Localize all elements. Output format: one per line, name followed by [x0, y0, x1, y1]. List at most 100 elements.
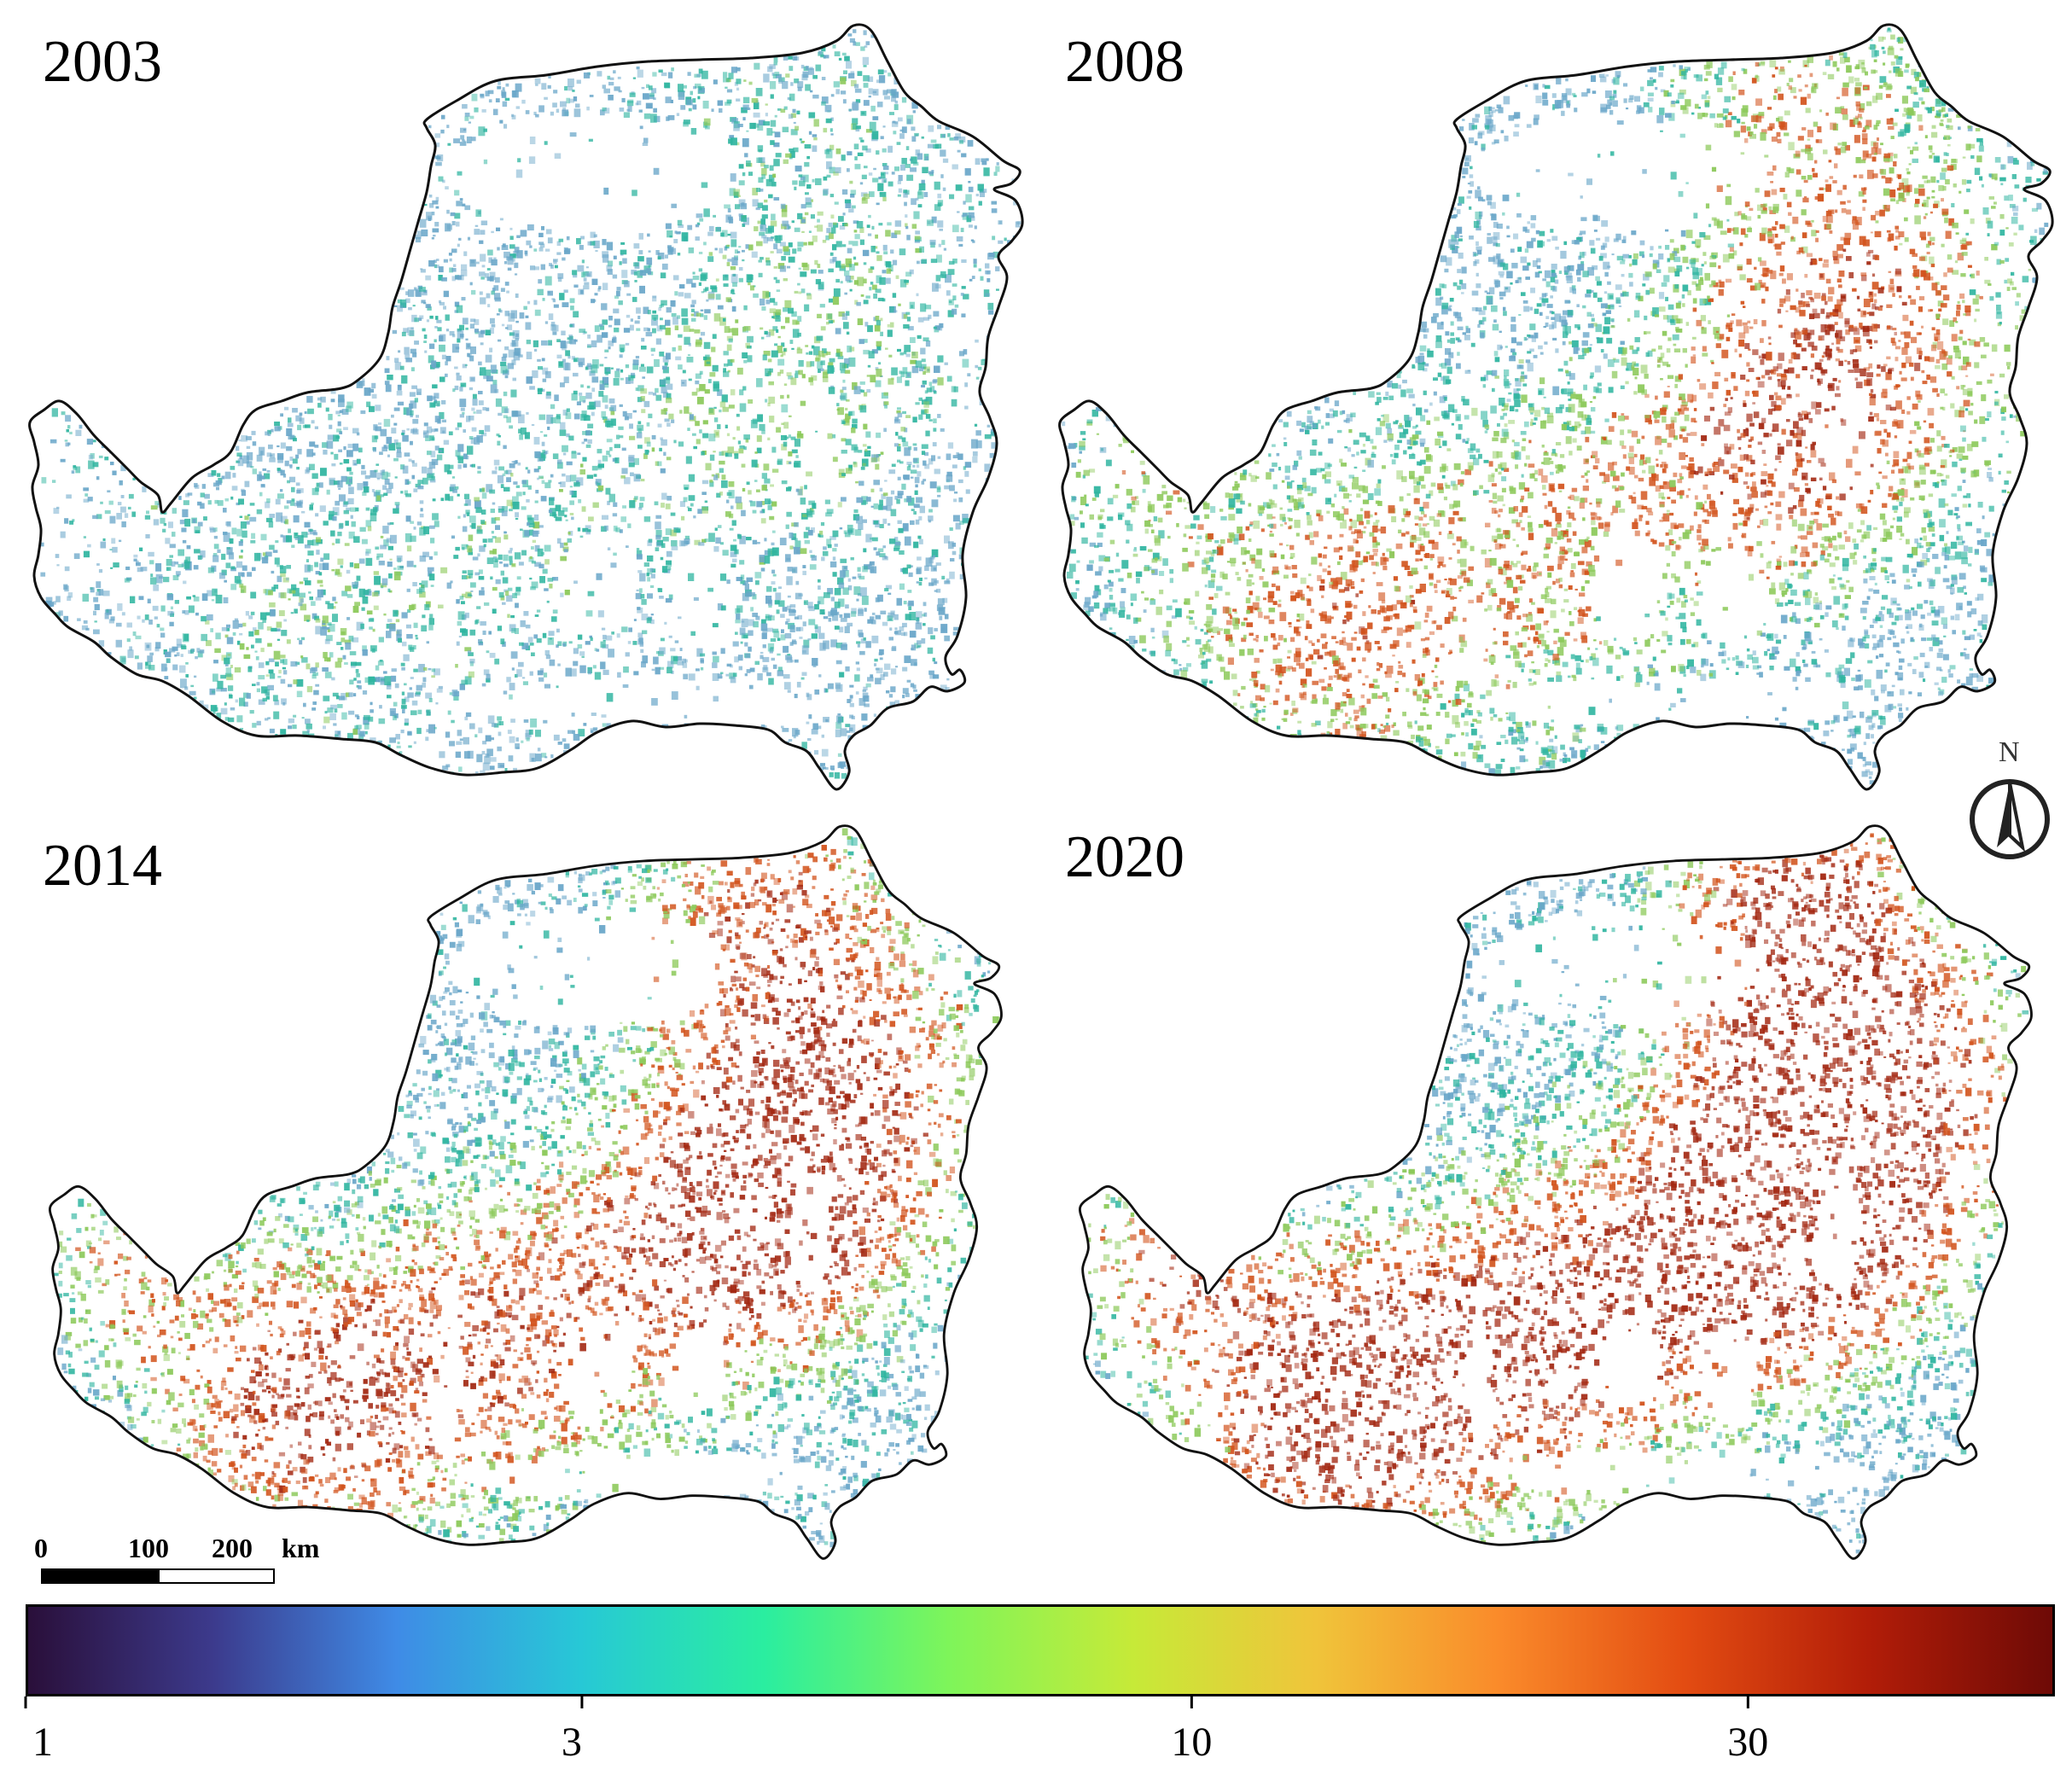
map-pixel: [841, 438, 847, 442]
map-pixel: [819, 643, 826, 651]
map-pixel: [568, 641, 573, 644]
map-pixel: [942, 597, 948, 603]
map-pixel: [727, 370, 730, 373]
map-pixel: [406, 634, 413, 639]
map-pixel: [381, 578, 388, 585]
map-pixel: [606, 368, 610, 372]
map-pixel: [375, 490, 381, 498]
map-pixel: [701, 492, 707, 495]
map-pixel: [215, 594, 223, 604]
map-pixel: [149, 560, 154, 565]
map-pixel: [220, 688, 227, 692]
map-pixel: [132, 631, 137, 637]
map-pixel: [267, 434, 271, 436]
map-pixel: [512, 329, 520, 339]
map-pixel: [555, 416, 561, 424]
map-pixel: [476, 754, 483, 763]
map-pixel: [734, 549, 739, 555]
map-pixel: [794, 547, 800, 555]
map-pixel: [566, 461, 573, 466]
map-pixel: [362, 378, 365, 381]
map-pixel: [461, 544, 468, 550]
map-pixel: [238, 572, 245, 577]
map-pixel: [490, 509, 495, 514]
map-pixel: [847, 345, 853, 352]
map-pixel: [829, 194, 835, 198]
map-pixel: [861, 112, 865, 115]
map-pixel: [762, 656, 770, 662]
map-pixel: [946, 678, 950, 681]
map-pixel: [474, 331, 479, 335]
map-pixel: [770, 638, 777, 642]
map-pixel: [890, 490, 895, 495]
map-pixel: [738, 164, 744, 169]
map-pixel: [730, 274, 738, 283]
map-pixel: [690, 308, 695, 312]
map-pixel: [397, 565, 404, 571]
map-pixel: [55, 554, 60, 558]
map-pixel: [491, 259, 498, 266]
map-pixel: [515, 410, 521, 416]
map-pixel: [544, 684, 550, 689]
map-pixel: [713, 546, 719, 552]
map-pixel: [933, 418, 937, 423]
map-pixel: [904, 536, 911, 546]
map-pixel: [533, 340, 538, 347]
map-pixel: [500, 638, 505, 644]
map-pixel: [166, 567, 172, 571]
map-pixel: [648, 538, 653, 543]
map-pixel: [294, 503, 298, 507]
map-pixel: [844, 626, 850, 633]
map-pixel: [465, 327, 469, 330]
map-pixel: [863, 423, 868, 430]
map-pixel: [484, 602, 490, 606]
map-pixel: [947, 269, 955, 276]
map-pixel: [899, 248, 906, 256]
map-pixel: [514, 347, 521, 356]
map-pixel: [826, 228, 831, 234]
map-pixel: [844, 532, 851, 538]
map-pixel: [632, 77, 637, 79]
map-pixel: [218, 572, 225, 579]
map-pixel: [450, 580, 453, 584]
map-pixel: [529, 245, 533, 248]
map-pixel: [703, 315, 707, 320]
map-pixel: [928, 381, 933, 387]
map-pixel: [236, 715, 243, 723]
map-pixel: [365, 551, 370, 556]
map-pixel: [241, 490, 247, 496]
map-pixel: [459, 414, 464, 418]
map-pixel: [755, 207, 760, 211]
map-pixel: [863, 262, 867, 265]
map-pixel: [869, 287, 872, 291]
map-pixel: [912, 684, 917, 690]
map-pixel: [871, 225, 875, 230]
map-pixel: [898, 527, 904, 533]
map-pixel: [529, 671, 533, 676]
map-pixel: [829, 259, 835, 264]
map-pixel: [906, 317, 911, 322]
map-pixel: [854, 164, 861, 170]
map-pixel: [826, 161, 832, 170]
map-pixel: [870, 616, 875, 621]
map-pixel: [959, 140, 963, 144]
map-pixel: [236, 579, 242, 585]
map-pixel: [810, 269, 817, 274]
map-pixel: [404, 718, 410, 724]
map-pixel: [666, 398, 672, 404]
map-pixel: [726, 99, 732, 104]
map-pixel: [268, 590, 273, 596]
map-pixel: [407, 289, 415, 297]
map-pixel: [323, 521, 329, 526]
map-pixel: [864, 564, 870, 570]
map-pixel: [398, 637, 402, 643]
map-pixel: [844, 199, 852, 204]
map-pixel: [495, 537, 501, 544]
map-pixel: [975, 430, 981, 436]
map-pixel: [227, 717, 235, 723]
map-pixel: [362, 645, 367, 652]
map-pixel: [847, 151, 853, 156]
map-pixel: [262, 468, 267, 471]
map-pixel: [467, 445, 474, 455]
map-pixel: [736, 79, 742, 84]
